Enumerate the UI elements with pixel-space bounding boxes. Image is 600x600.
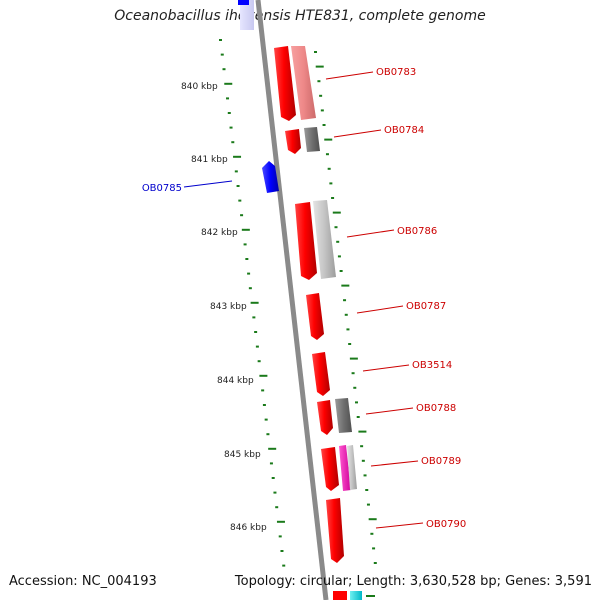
- gene-ob0783-partner-arrow[interactable]: [291, 46, 316, 120]
- gene-ob0784-partner-arrow[interactable]: [304, 127, 320, 152]
- gene-label-ob0785[interactable]: OB0785: [142, 183, 182, 194]
- accession-text: Accession: NC_004193: [9, 574, 157, 589]
- partial-feature-bottom-red: [333, 591, 347, 600]
- gene-ob0790-arrow[interactable]: [326, 498, 344, 563]
- gene-ob0788-leader: [365, 407, 414, 415]
- gene-label-ob3514[interactable]: OB3514: [412, 360, 452, 371]
- gene-ob0789-grey-arrow[interactable]: [347, 445, 357, 490]
- gene-ob0786-leader: [346, 229, 395, 238]
- gene-label-ob0788[interactable]: OB0788: [416, 403, 456, 414]
- gene-ob0783-arrow[interactable]: [274, 46, 296, 121]
- gene-ob0788-partner-arrow[interactable]: [335, 398, 352, 433]
- gene-ob0789-magenta-arrow[interactable]: [339, 445, 351, 491]
- gene-ob0784-arrow[interactable]: [285, 129, 301, 154]
- gene-ob0789-leader: [370, 460, 419, 467]
- ruler-right: [314, 51, 377, 564]
- gene-label-ob0790[interactable]: OB0790: [426, 519, 466, 530]
- ruler-label: 846 kbp: [230, 523, 267, 533]
- gene-label-ob0786[interactable]: OB0786: [397, 226, 437, 237]
- genome-title: Oceanobacillus iheyensis HTE831, complet…: [114, 8, 486, 24]
- gene-ob3514-arrow[interactable]: [312, 352, 330, 396]
- partial-feature-top-faint: [240, 0, 254, 30]
- gene-ob0785-leader: [183, 180, 233, 188]
- gene-ob0787-arrow[interactable]: [306, 293, 324, 340]
- gene-ob0786-partner-arrow[interactable]: [313, 200, 336, 279]
- gene-ob0790-leader: [375, 522, 424, 529]
- gene-ob0786-arrow[interactable]: [295, 202, 317, 280]
- ruler-label: 841 kbp: [191, 155, 228, 165]
- gene-ob3514-leader: [362, 364, 410, 372]
- gene-label-ob0783[interactable]: OB0783: [376, 67, 416, 78]
- gene-ob0785-arrow[interactable]: [262, 161, 279, 193]
- gene-ob0783-leader: [325, 71, 374, 80]
- ruler-label: 844 kbp: [217, 376, 254, 386]
- chromosome-backbone: [255, 0, 329, 600]
- gene-ob0789-arrow[interactable]: [321, 447, 339, 491]
- gene-label-ob0784[interactable]: OB0784: [384, 125, 424, 136]
- ruler-left: [219, 39, 286, 567]
- ruler-label: 843 kbp: [210, 302, 247, 312]
- gene-ob0787-leader: [356, 305, 404, 314]
- gene-label-ob0787[interactable]: OB0787: [406, 301, 446, 312]
- ruler-labels: 840 kbp 841 kbp 842 kbp 843 kbp 844 kbp 845 k…: [181, 82, 267, 533]
- partial-feature-bottom-cyan: [350, 591, 362, 600]
- partial-feature-top-blue: [238, 0, 249, 5]
- ruler-label: 845 kbp: [224, 450, 261, 460]
- gene-ob0784-leader: [333, 129, 382, 138]
- genome-summary: Topology: circular; Length: 3,630,528 bp…: [234, 574, 592, 589]
- gene-label-ob0789[interactable]: OB0789: [421, 456, 461, 467]
- ruler-label: 840 kbp: [181, 82, 218, 92]
- gene-ob0788-arrow[interactable]: [317, 400, 333, 435]
- ruler-label: 842 kbp: [201, 228, 238, 238]
- gene-labels: OB0783 OB0784 OB0785 OB0786 OB0787 OB3514 OB07…: [142, 67, 466, 530]
